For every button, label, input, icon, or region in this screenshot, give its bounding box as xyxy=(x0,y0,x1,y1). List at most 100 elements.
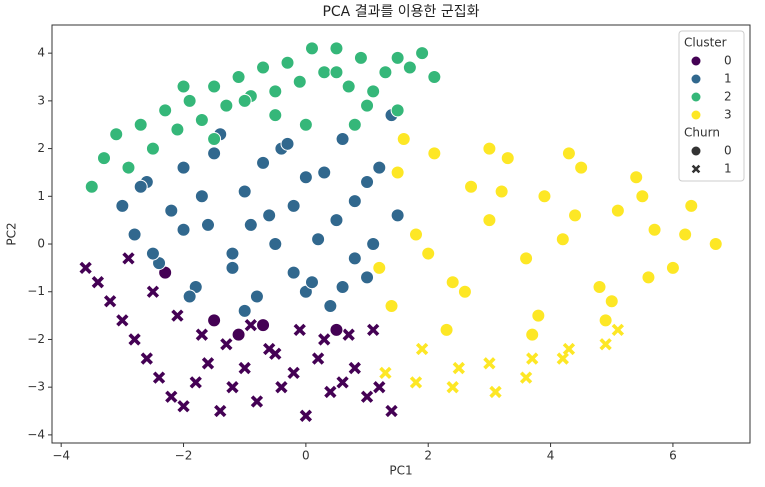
data-point xyxy=(483,357,496,370)
data-point xyxy=(201,357,215,370)
data-point xyxy=(286,265,301,280)
data-point xyxy=(427,70,442,85)
data-point xyxy=(256,60,271,75)
legend-title: Cluster xyxy=(684,36,727,50)
data-point xyxy=(629,170,644,185)
data-point xyxy=(250,395,264,408)
data-point xyxy=(341,79,356,94)
data-point xyxy=(336,376,349,389)
data-point xyxy=(280,136,295,151)
data-point xyxy=(335,279,350,294)
data-point xyxy=(84,179,99,194)
data-point xyxy=(140,352,153,365)
data-point xyxy=(366,237,381,252)
data-point xyxy=(531,308,546,323)
data-point xyxy=(329,213,344,228)
data-point xyxy=(121,160,136,175)
data-point xyxy=(329,322,344,337)
data-point xyxy=(452,361,465,375)
data-point xyxy=(519,251,534,266)
data-point xyxy=(367,323,380,337)
data-point xyxy=(537,189,552,204)
y-tick-label: −4 xyxy=(27,427,45,441)
x-tick-label: 4 xyxy=(547,449,555,463)
legend-marker xyxy=(691,74,701,84)
data-point xyxy=(647,222,662,237)
data-point xyxy=(176,222,191,237)
data-point xyxy=(390,103,405,118)
legend-label: 0 xyxy=(724,144,732,158)
data-point xyxy=(318,333,331,346)
legend-label: 1 xyxy=(724,162,732,176)
data-point xyxy=(280,55,295,70)
data-point xyxy=(335,132,350,147)
data-point xyxy=(268,84,283,99)
data-point xyxy=(207,132,222,147)
data-point xyxy=(133,117,148,132)
data-point xyxy=(244,318,257,332)
data-point xyxy=(146,285,160,298)
legend-box xyxy=(678,30,745,182)
data-point xyxy=(182,289,197,304)
data-point xyxy=(182,93,197,108)
legend-marker xyxy=(691,146,701,156)
data-point xyxy=(323,299,338,314)
data-point xyxy=(390,208,405,223)
data-point xyxy=(237,184,252,199)
data-point xyxy=(500,151,515,166)
data-point xyxy=(286,198,301,213)
data-point xyxy=(207,313,222,328)
data-point xyxy=(152,371,166,384)
data-point xyxy=(457,284,472,299)
legend-label: 0 xyxy=(724,54,732,68)
data-point xyxy=(122,252,135,265)
data-point xyxy=(194,189,209,204)
data-point xyxy=(145,141,160,156)
y-axis-label: PC2 xyxy=(5,222,19,245)
data-point xyxy=(684,198,699,213)
data-point xyxy=(220,338,233,351)
data-point xyxy=(292,74,307,89)
data-point xyxy=(409,376,423,389)
data-point xyxy=(317,165,332,180)
data-point xyxy=(347,117,362,132)
legend-marker xyxy=(691,110,701,120)
data-point xyxy=(268,108,283,123)
data-point xyxy=(127,227,142,242)
data-point xyxy=(317,65,332,80)
axes: −4 −2 0 2 4 6 −4 −3 −2 −1 0 1 2 3 4 xyxy=(27,46,676,463)
data-point xyxy=(610,203,625,218)
data-point xyxy=(194,112,209,127)
x-tick-label: −2 xyxy=(175,449,193,463)
data-point xyxy=(561,146,576,161)
data-point xyxy=(165,390,178,403)
data-point xyxy=(176,79,191,94)
data-point xyxy=(574,160,589,175)
data-point xyxy=(238,361,251,375)
data-point xyxy=(556,352,569,365)
y-tick-label: 4 xyxy=(37,46,45,60)
legend-label: 3 xyxy=(724,108,732,122)
data-point xyxy=(158,103,173,118)
data-point xyxy=(519,371,533,384)
x-tick-label: −4 xyxy=(52,449,70,463)
data-point xyxy=(641,270,656,285)
data-point xyxy=(526,352,539,365)
data-point xyxy=(482,141,497,156)
data-point xyxy=(96,151,111,166)
data-point xyxy=(329,41,344,56)
data-point xyxy=(299,409,313,422)
data-point xyxy=(304,275,319,290)
data-point xyxy=(373,381,386,394)
data-point xyxy=(439,322,454,337)
data-point xyxy=(635,189,650,204)
data-point xyxy=(568,208,583,223)
data-point xyxy=(415,46,430,61)
data-point xyxy=(311,232,326,247)
data-point xyxy=(256,155,271,170)
data-point xyxy=(195,328,209,341)
x-tick-label: 0 xyxy=(302,449,310,463)
data-point xyxy=(275,381,288,394)
data-point xyxy=(133,179,148,194)
